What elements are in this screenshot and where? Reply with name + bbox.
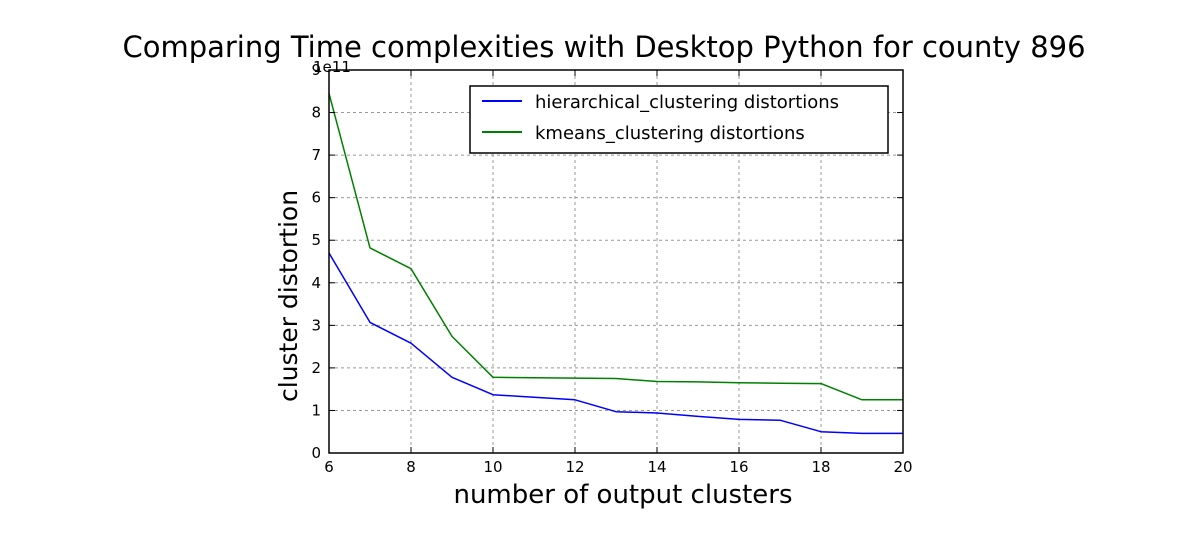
x-tick-label: 20	[893, 458, 912, 476]
x-tick-label: 8	[406, 458, 416, 476]
y-axis-label: cluster distortion	[274, 190, 303, 402]
y-axis-offset-label: 1e11	[313, 58, 351, 76]
chart-title: Comparing Time complexities with Desktop…	[122, 30, 1085, 64]
x-axis-label: number of output clusters	[453, 480, 792, 510]
x-tick-label: 18	[811, 458, 830, 476]
x-tick-label: 10	[483, 458, 502, 476]
legend-label-kmeans: kmeans_clustering distortions	[535, 123, 805, 144]
legend-label-hierarchical: hierarchical_clustering distortions	[535, 92, 839, 113]
series-layer	[328, 93, 903, 435]
plot-frame	[328, 69, 904, 454]
y-tick-label: 7	[311, 146, 321, 164]
y-tick-label: 0	[311, 444, 321, 462]
x-tick-label: 12	[565, 458, 584, 476]
y-tick-label: 5	[311, 231, 321, 249]
x-tick-label: 16	[729, 458, 748, 476]
y-tick-label: 4	[311, 274, 321, 292]
x-tick-label: 14	[647, 458, 666, 476]
series-line-kmeans	[328, 93, 903, 401]
series-line-hierarchical	[328, 252, 903, 435]
x-tick-label: 6	[324, 458, 334, 476]
legend: hierarchical_clustering distortions kmea…	[469, 85, 889, 154]
y-tick-label: 1	[311, 401, 321, 419]
y-tick-label: 6	[311, 189, 321, 207]
legend-frame	[469, 85, 889, 154]
y-tick-label: 8	[311, 104, 321, 122]
y-tick-label: 2	[311, 359, 321, 377]
y-tick-label: 9	[311, 61, 321, 79]
y-tick-label: 3	[311, 316, 321, 334]
